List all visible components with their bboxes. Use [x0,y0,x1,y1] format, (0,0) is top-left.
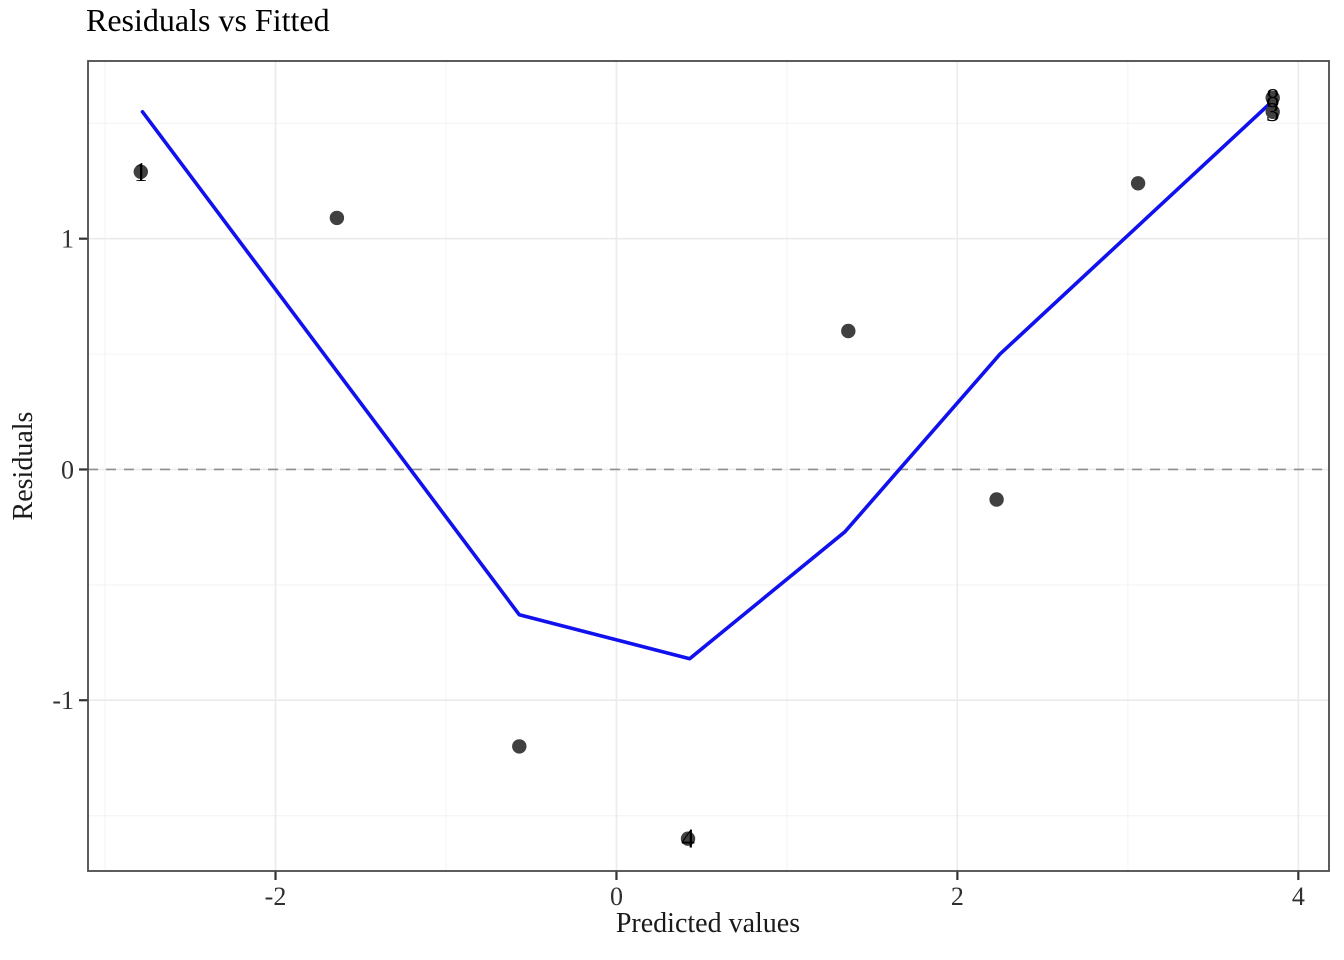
data-point [841,323,856,339]
x-tick-label: 4 [1292,882,1305,911]
data-point [1265,104,1280,120]
x-tick-label: -2 [265,882,287,911]
panel-background [88,61,1329,871]
y-tick-label: -1 [52,686,74,715]
point-label: 4 [681,824,695,854]
x-tick-label: 0 [610,882,623,911]
x-axis-title: Predicted values [615,908,801,939]
panel-border [87,60,1330,872]
x-tick-label: 2 [951,882,964,911]
smooth-line [140,100,1273,661]
data-point [512,739,527,754]
data-point [1130,176,1146,191]
y-axis-title: Residuals [8,411,39,521]
data-point [680,831,696,846]
data-point [1265,90,1280,106]
data-point [133,164,148,179]
y-tick-label: 1 [61,225,74,254]
plot-title: Residuals vs Fitted [86,2,330,38]
point-label: 8 [1266,83,1280,113]
point-label: 3 [1266,97,1280,127]
point-label: 1 [134,157,148,187]
data-point [329,210,345,226]
y-tick-label: 0 [61,455,74,484]
data-point [989,492,1004,507]
